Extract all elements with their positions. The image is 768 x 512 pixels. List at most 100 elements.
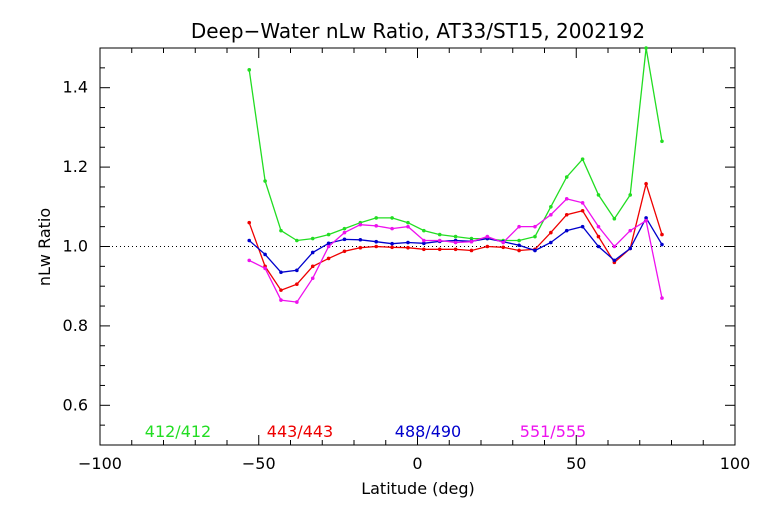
data-point	[358, 222, 363, 227]
data-point	[549, 212, 553, 217]
data-point	[533, 248, 537, 253]
data-point	[453, 247, 458, 252]
data-point	[326, 232, 331, 237]
data-point	[580, 201, 585, 205]
data-point	[406, 224, 410, 229]
series-line	[248, 47, 663, 242]
data-point	[453, 234, 458, 239]
data-point	[549, 240, 553, 245]
data-point	[247, 68, 252, 72]
data-point	[279, 270, 283, 275]
data-point	[580, 224, 585, 229]
data-point	[628, 193, 633, 197]
data-point	[596, 193, 601, 197]
data-point	[374, 239, 379, 244]
data-point	[580, 208, 585, 213]
data-point	[660, 232, 664, 237]
data-point	[660, 242, 664, 247]
x-tick-label: −100	[78, 454, 122, 473]
data-point	[644, 181, 648, 186]
data-point	[485, 244, 490, 249]
data-point	[374, 216, 379, 220]
data-point	[501, 245, 506, 250]
data-point	[310, 236, 315, 241]
data-point	[437, 247, 442, 252]
x-tick-label: 0	[412, 454, 422, 473]
data-point	[422, 228, 426, 233]
data-point	[279, 288, 283, 292]
legend-entry: 551/555	[520, 422, 586, 441]
x-axis-label: Latitude (deg)	[361, 479, 475, 498]
y-tick-label: 0.6	[63, 395, 88, 414]
legend-entry: 488/490	[395, 422, 461, 441]
data-point	[564, 228, 569, 233]
data-point	[564, 175, 569, 179]
data-point	[660, 296, 664, 300]
legend-entry: 443/443	[267, 422, 333, 441]
data-point	[390, 245, 394, 250]
data-point	[310, 250, 315, 255]
series-2	[247, 216, 664, 275]
data-point	[453, 240, 458, 245]
data-point	[564, 212, 569, 217]
data-point	[469, 236, 474, 241]
data-point	[612, 216, 617, 221]
data-point	[549, 205, 553, 209]
data-point	[469, 239, 474, 244]
data-point	[596, 224, 601, 229]
data-point	[247, 258, 252, 263]
series-3	[247, 197, 664, 304]
data-point	[517, 248, 521, 253]
data-point	[295, 282, 299, 287]
data-point	[342, 226, 347, 231]
data-point	[612, 258, 617, 263]
chart-title: Deep−Water nLw Ratio, AT33/ST15, 2002192	[191, 19, 645, 43]
data-point	[517, 238, 521, 243]
x-tick-label: −50	[242, 454, 276, 473]
data-point	[279, 298, 283, 302]
data-point	[533, 224, 537, 229]
data-point	[485, 234, 490, 239]
y-tick-label: 1.2	[63, 157, 88, 176]
data-point	[533, 234, 537, 239]
legend-entry: 412/412	[145, 422, 211, 441]
data-point	[342, 230, 347, 235]
data-point	[390, 216, 394, 220]
y-tick-label: 1.4	[63, 78, 88, 97]
data-point	[326, 244, 331, 249]
data-point	[437, 232, 442, 237]
x-tick-label: 50	[566, 454, 586, 473]
data-point	[390, 226, 394, 231]
data-point	[422, 238, 426, 243]
data-point	[422, 247, 426, 252]
x-tick-label: 100	[720, 454, 751, 473]
data-point	[310, 264, 315, 269]
data-point	[644, 46, 648, 50]
data-point	[660, 139, 664, 144]
data-point	[644, 216, 648, 220]
data-point	[295, 300, 299, 304]
data-point	[596, 244, 601, 249]
data-point	[358, 237, 363, 242]
data-point	[342, 249, 347, 254]
data-point	[263, 266, 267, 271]
data-point	[469, 248, 474, 253]
data-point	[390, 241, 394, 246]
data-point	[374, 244, 379, 249]
data-point	[247, 220, 252, 225]
data-point	[279, 228, 283, 233]
y-tick-label: 0.8	[63, 316, 88, 335]
data-point	[247, 238, 252, 243]
data-point	[517, 243, 521, 248]
data-point	[295, 268, 299, 273]
data-point	[628, 246, 633, 251]
data-point	[406, 220, 410, 225]
data-point	[596, 234, 601, 239]
data-point	[310, 276, 315, 281]
data-point	[628, 228, 633, 233]
y-axis-label: nLw Ratio	[35, 208, 54, 286]
data-point	[342, 237, 347, 242]
data-point	[295, 238, 299, 243]
data-point	[422, 241, 426, 246]
